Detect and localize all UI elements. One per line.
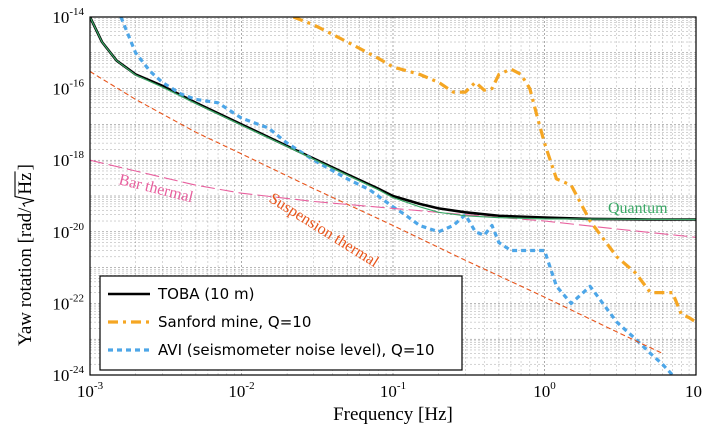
series-line-2 [119,17,674,375]
grid-lines [89,17,696,376]
series-line-1 [292,17,696,324]
y-axis-label-radicand: Hz [15,172,36,194]
plot-series [90,17,696,375]
y-axis-label: Yaw rotation [rad/ Hz ] [14,164,36,346]
y-tick-label: 10-22 [52,292,84,313]
y-tick-label: 10-14 [52,6,84,27]
y-axis-label-suffix: ] [15,164,36,170]
series-line-4 [90,159,696,238]
x-tick-label: 100 [533,380,556,401]
x-tick-label: 10-3 [77,380,104,401]
legend: TOBA (10 m) Sanford mine, Q=10 AVI (seis… [99,275,463,371]
y-tick-label: 10-18 [52,149,84,170]
annotation-bar-thermal: Bar thermal [117,171,195,206]
plot-frame [89,16,697,376]
x-tick-labels: 10-3 10-2 10-1 100 10 [77,380,702,401]
legend-label-avi: AVI (seismometer noise level), Q=10 [158,341,435,359]
series-line-5 [90,17,696,221]
x-tick-label: 10 [685,382,702,401]
x-tick-label: 10-2 [228,380,254,401]
legend-box [99,275,463,371]
sqrt-symbol-icon [14,171,35,207]
y-axis-label-prefix: Yaw rotation [rad/ [15,207,36,346]
y-tick-label: 10-20 [52,221,84,242]
annotation-quantum: Quantum [608,200,668,217]
legend-label-toba: TOBA (10 m) [157,285,254,303]
x-tick-label: 10-1 [380,380,406,401]
legend-label-sanford: Sanford mine, Q=10 [158,313,311,331]
series-line-3 [90,71,663,354]
y-tick-label: 10-16 [52,78,84,99]
x-axis-label: Frequency [Hz] [333,404,453,425]
